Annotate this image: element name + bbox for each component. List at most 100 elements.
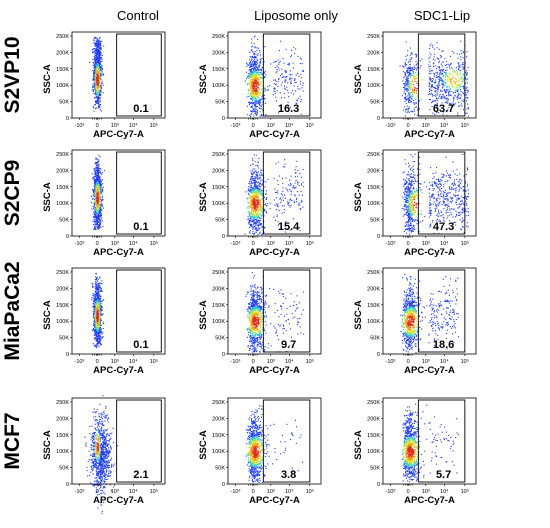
data-point [450,212,452,214]
data-point [250,220,252,222]
data-point [256,190,258,192]
data-point [416,77,418,79]
data-point [248,95,250,97]
data-point [414,103,416,105]
data-point [255,114,257,116]
data-point [432,173,434,175]
data-point [456,69,458,71]
data-point [407,184,409,186]
data-point [464,182,466,184]
data-point [444,82,446,84]
data-point [432,78,434,80]
data-point [257,178,259,180]
data-point [451,214,453,216]
data-point [408,100,410,102]
data-point [406,79,408,81]
data-point [251,92,253,94]
data-point [446,100,448,102]
data-point [96,209,98,211]
data-point [259,220,261,222]
plot-frame [227,149,322,237]
data-point [93,212,95,214]
data-point [97,228,99,230]
data-point [101,74,103,76]
data-point [404,182,406,184]
data-point [95,91,97,93]
data-point [284,85,286,87]
data-point [258,88,260,90]
data-point [252,71,254,73]
data-point [284,166,286,168]
data-point [98,80,100,82]
data-point [259,92,261,94]
y-tick-label: 150K [56,67,69,73]
data-point [459,173,461,175]
data-point [252,60,254,62]
data-point [289,73,291,75]
data-point [410,101,412,103]
data-point [264,203,266,205]
x-tick-label: -10³ [386,123,396,129]
data-point [256,204,258,206]
data-point [409,64,411,66]
data-point [263,76,265,78]
data-point [257,78,259,80]
data-point [448,78,450,80]
data-point [467,107,469,109]
data-point [286,228,288,230]
data-point [284,163,286,165]
data-point [452,170,454,172]
data-point [252,173,254,175]
data-point [462,61,464,63]
data-point [463,203,465,205]
data-point [275,92,277,94]
data-point [446,86,448,88]
data-point [259,82,261,84]
data-point [259,210,261,212]
data-point [465,196,467,198]
data-point [434,182,436,184]
data-point [444,196,446,198]
data-point [253,78,255,80]
data-point [445,198,447,200]
data-point [247,197,249,199]
data-point [98,53,100,55]
data-point [253,36,255,38]
data-point [94,222,96,224]
data-point [94,71,96,73]
data-point [412,171,414,173]
data-point [255,196,257,198]
data-point [463,197,465,199]
data-point [429,226,431,228]
data-point [459,105,461,107]
data-point [252,230,254,232]
data-point [300,77,302,79]
data-point [93,198,95,200]
data-point [407,224,409,226]
data-point [259,105,261,107]
data-point [278,50,280,52]
data-point [96,47,98,49]
data-point [408,227,410,229]
data-point [253,221,255,223]
data-point [466,74,468,76]
data-point [413,168,415,170]
data-point [295,81,297,83]
data-point [257,76,259,78]
data-point [297,88,299,90]
data-point [97,171,99,173]
data-point [409,165,411,167]
data-point [460,74,462,76]
data-point [459,87,461,89]
data-point [436,85,438,87]
data-point [261,211,263,213]
data-point [264,70,266,72]
data-point [411,230,413,232]
data-point [261,169,263,171]
data-point [260,83,262,85]
data-point [252,204,254,206]
data-point [250,179,252,181]
data-point [100,78,102,80]
data-point [251,232,253,234]
data-point [250,207,252,209]
